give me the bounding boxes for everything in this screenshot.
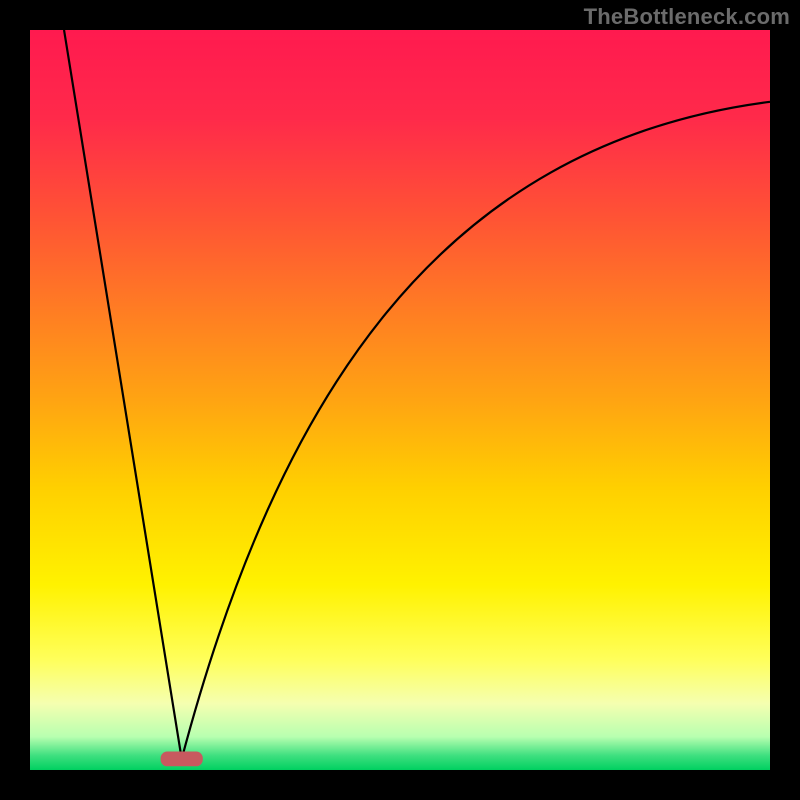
watermark-label: TheBottleneck.com bbox=[584, 4, 790, 30]
bottleneck-chart: TheBottleneck.com bbox=[0, 0, 800, 800]
chart-svg bbox=[0, 0, 800, 800]
chart-background bbox=[30, 30, 770, 770]
optimal-marker bbox=[161, 752, 203, 767]
